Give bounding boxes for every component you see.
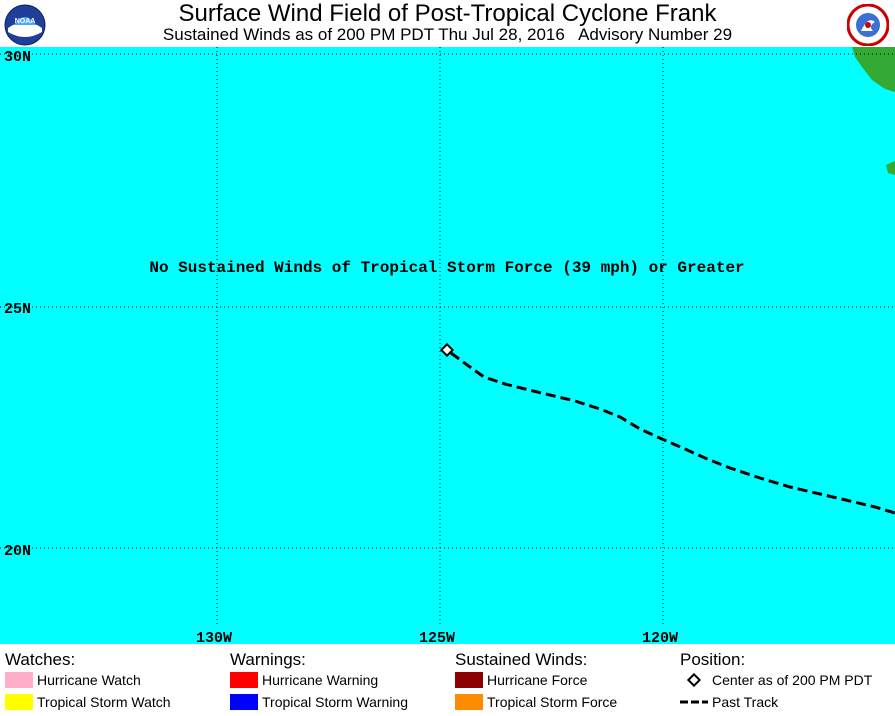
legend-hurricane-warning: Hurricane Warning: [230, 672, 378, 688]
legend-panel: Watches: Hurricane Watch Tropical Storm …: [0, 644, 895, 716]
legend-tropical-storm-watch: Tropical Storm Watch: [5, 694, 171, 710]
lon-label-130w: 130W: [196, 630, 232, 644]
past-track-line: [450, 351, 895, 515]
legend-label: Hurricane Force: [487, 672, 588, 688]
legend-label: Hurricane Warning: [262, 672, 379, 688]
legend-label: Tropical Storm Force: [487, 694, 618, 710]
lon-label-120w: 120W: [642, 630, 678, 644]
legend-center-position: Center as of 200 PM PDT: [680, 672, 872, 688]
no-winds-note: No Sustained Winds of Tropical Storm For…: [149, 259, 744, 277]
nws-logo-icon: [847, 4, 889, 46]
lat-label-25n: 25N: [4, 301, 31, 318]
legend-tropical-storm-warning: Tropical Storm Warning: [230, 694, 408, 710]
legend-position-heading: Position:: [680, 650, 746, 669]
map-subtitle: Sustained Winds as of 200 PM PDT Thu Jul…: [162, 25, 733, 44]
lon-label-125w: 125W: [419, 630, 455, 644]
legend-hurricane-force: Hurricane Force: [455, 672, 587, 688]
tropical-storm-watch-swatch: [5, 694, 33, 710]
tropical-storm-force-swatch: [455, 694, 483, 710]
legend-tropical-storm-force: Tropical Storm Force: [455, 694, 617, 710]
hurricane-watch-swatch: [5, 672, 33, 688]
dashed-line-icon: [680, 700, 708, 704]
map-title: Surface Wind Field of Post-Tropical Cycl…: [178, 0, 717, 27]
legend-label: Tropical Storm Warning: [262, 694, 409, 710]
legend-label: Center as of 200 PM PDT: [712, 672, 873, 688]
svg-text:NOAA: NOAA: [15, 18, 36, 25]
tropical-storm-warning-swatch: [230, 694, 258, 710]
lat-label-20n: 20N: [4, 543, 31, 560]
legend-label: Tropical Storm Watch: [37, 694, 171, 710]
hurricane-warning-swatch: [230, 672, 258, 688]
legend-past-track: Past Track: [680, 694, 778, 710]
center-position-marker: [439, 342, 455, 358]
wind-field-map: 30N 25N 20N 130W 125W 120W No Sustained …: [0, 47, 895, 644]
legend-label: Past Track: [712, 694, 779, 710]
land-coast: [852, 47, 895, 92]
hurricane-force-swatch: [455, 672, 483, 688]
legend-hurricane-watch: Hurricane Watch: [5, 672, 141, 688]
legend-watches-heading: Watches:: [5, 650, 76, 669]
legend-winds-heading: Sustained Winds:: [455, 650, 588, 669]
diamond-icon: [686, 672, 702, 688]
legend-label: Hurricane Watch: [37, 672, 141, 688]
noaa-logo-icon: NOAA: [4, 4, 46, 46]
lat-label-30n: 30N: [4, 49, 31, 66]
grid-lines: [0, 47, 895, 627]
land-coast: [886, 161, 895, 175]
legend-warnings-heading: Warnings:: [230, 650, 306, 669]
